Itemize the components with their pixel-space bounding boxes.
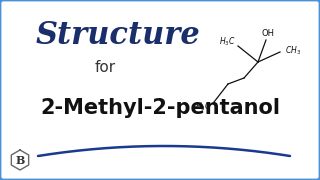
Text: 2-Methyl-2-pentanol: 2-Methyl-2-pentanol — [40, 98, 280, 118]
Text: $CH_3$: $CH_3$ — [285, 45, 301, 57]
Text: B: B — [15, 154, 25, 165]
Text: $H_3C$: $H_3C$ — [219, 36, 235, 48]
Text: $H_3C$: $H_3C$ — [195, 101, 211, 113]
Text: for: for — [94, 60, 116, 75]
Text: Structure: Structure — [36, 19, 200, 51]
Text: OH: OH — [261, 28, 275, 37]
